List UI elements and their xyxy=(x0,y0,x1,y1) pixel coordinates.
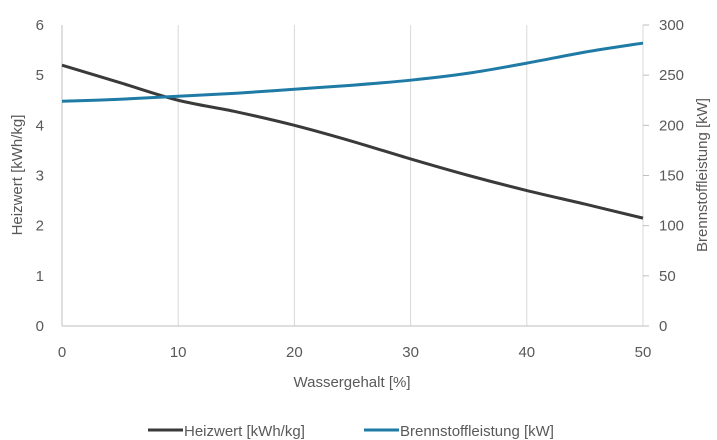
x-tick-label: 40 xyxy=(518,344,535,361)
y2-tick-label: 100 xyxy=(659,218,684,235)
y2-tick-label: 50 xyxy=(659,268,676,285)
axes xyxy=(61,24,649,327)
x-axis-title: Wassergehalt [%] xyxy=(294,374,411,391)
y2-tick-label: 300 xyxy=(659,17,684,34)
x-tick-label: 50 xyxy=(635,344,652,361)
x-tick-label: 30 xyxy=(402,344,419,361)
y2-axis-title: Brennstoffleistung [kW] xyxy=(694,98,711,252)
y-tick-label: 6 xyxy=(36,17,44,34)
y2-tick-label: 200 xyxy=(659,117,684,134)
x-tick-label: 0 xyxy=(58,344,66,361)
series-layer xyxy=(61,41,644,220)
grid-lines xyxy=(177,25,644,326)
y2-tick-label: 0 xyxy=(659,318,667,335)
tick-labels: 0 10 20 30 40 50 0 1 2 3 4 5 6 0 50 100 150 200 250 300 xyxy=(36,17,684,361)
x-tick-label: 10 xyxy=(170,344,187,361)
y-tick-label: 1 xyxy=(36,268,44,285)
y-tick-label: 0 xyxy=(36,318,44,335)
y-tick-label: 5 xyxy=(36,67,44,84)
legend-label-heizwert: Heizwert [kWh/kg] xyxy=(184,423,305,440)
series-line-heizwert xyxy=(61,63,644,220)
y2-tick-label: 150 xyxy=(659,168,684,185)
x-tick-label: 20 xyxy=(286,344,303,361)
y-tick-label: 3 xyxy=(36,168,44,185)
series-line-brennstoffleistung xyxy=(61,41,644,103)
y-axis-title: Heizwert [kWh/kg] xyxy=(9,115,26,236)
y2-tick-label: 250 xyxy=(659,67,684,84)
y-tick-label: 4 xyxy=(36,117,44,134)
y-tick-label: 2 xyxy=(36,218,44,235)
legend: Heizwert [kWh/kg] Brennstoffleistung [kW… xyxy=(148,423,554,440)
legend-label-brennstoffleistung: Brennstoffleistung [kW] xyxy=(400,423,554,440)
